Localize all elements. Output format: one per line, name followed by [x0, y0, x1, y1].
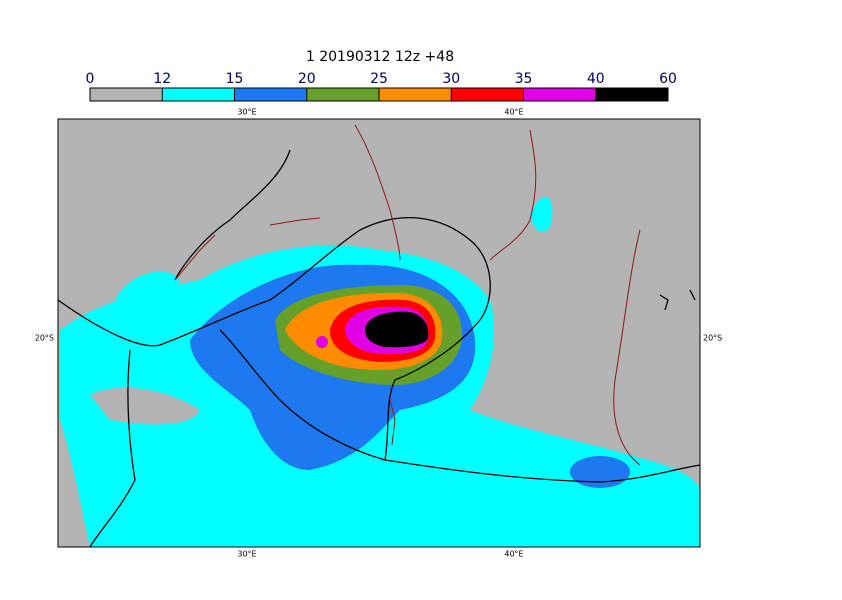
map [57, 118, 701, 548]
colorbar-segment [306, 88, 379, 101]
colorbar-segment [162, 88, 235, 101]
lon-label: 30°E [237, 550, 256, 559]
colorbar-label: 35 [515, 71, 533, 87]
colorbar-label: 25 [370, 71, 388, 87]
coastline [57, 149, 701, 548]
dry-area [90, 387, 200, 425]
rain-area [115, 271, 180, 304]
rain-area [364, 311, 429, 348]
colorbar-label: 60 [659, 71, 677, 87]
lon-label: 40°E [504, 550, 523, 559]
colorbar-label: 20 [298, 71, 316, 87]
rain-area [530, 196, 553, 232]
frame [57, 118, 701, 548]
colorbar-segment [234, 88, 307, 101]
colorbar-segment [451, 88, 524, 101]
rain-area [316, 336, 328, 348]
colorbar-segment [379, 88, 452, 101]
lat-label: 20°S [703, 334, 722, 343]
colorbar-segment [595, 88, 668, 101]
lat-label: 20°S [35, 334, 54, 343]
colorbar-label: 30 [442, 71, 460, 87]
colorbar-segment [523, 88, 596, 101]
rain-area [570, 456, 630, 488]
colorbar-label: 40 [587, 71, 605, 87]
colorbar: 0 12 15 20 25 30 35 40 60 [86, 71, 677, 102]
colorbar-label: 0 [86, 71, 95, 87]
lon-label: 30°E [237, 108, 256, 117]
colorbar-label: 12 [153, 71, 171, 87]
title: 1 20190312 12z +48 [306, 49, 454, 65]
colorbar-label: 15 [226, 71, 244, 87]
colorbar-segment [90, 88, 163, 101]
lon-label: 40°E [504, 108, 523, 117]
river [174, 124, 641, 466]
